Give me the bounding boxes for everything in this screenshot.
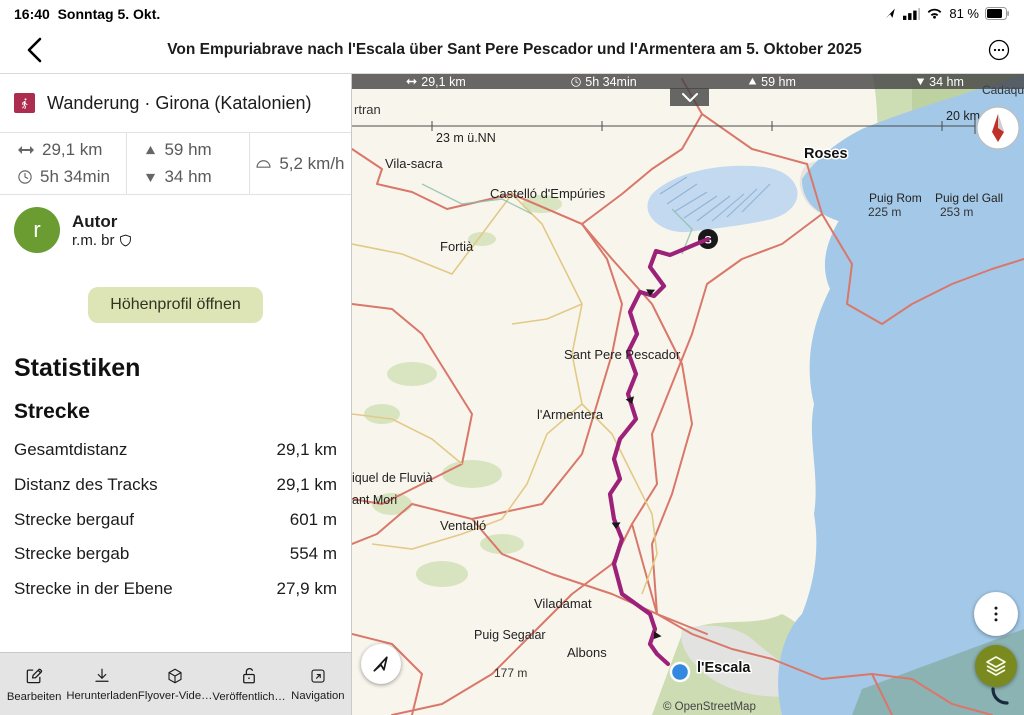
svg-text:177 m: 177 m [494, 666, 527, 680]
svg-text:Ventalló: Ventalló [440, 518, 486, 533]
svg-text:Puig Rom: Puig Rom [869, 191, 922, 205]
svg-text:Sant Pere Pescador: Sant Pere Pescador [564, 347, 681, 362]
svg-text:ant Mori: ant Mori [352, 493, 397, 507]
svg-text:Fortià: Fortià [440, 239, 474, 254]
svg-text:Vila-sacra: Vila-sacra [385, 156, 443, 171]
svg-text:iquel de Fluvià: iquel de Fluvià [352, 471, 433, 485]
svg-text:Castelló d'Empúries: Castelló d'Empúries [490, 186, 606, 201]
svg-text:Roses: Roses [804, 146, 848, 162]
svg-text:Albons: Albons [567, 645, 607, 660]
svg-text:l'Escala: l'Escala [697, 660, 751, 676]
svg-text:© OpenStreetMap: © OpenStreetMap [663, 701, 756, 713]
svg-text:Puig del Gall: Puig del Gall [935, 191, 1003, 205]
svg-text:20 km: 20 km [946, 109, 980, 123]
svg-text:l'Armentera: l'Armentera [537, 407, 604, 422]
svg-text:253 m: 253 m [940, 205, 973, 219]
svg-text:Viladamat: Viladamat [534, 596, 592, 611]
svg-text:23 m ü.NN: 23 m ü.NN [436, 131, 496, 145]
svg-text:225 m: 225 m [868, 205, 901, 219]
svg-text:rtran: rtran [354, 102, 381, 117]
svg-text:Puig Segalar: Puig Segalar [474, 628, 546, 642]
